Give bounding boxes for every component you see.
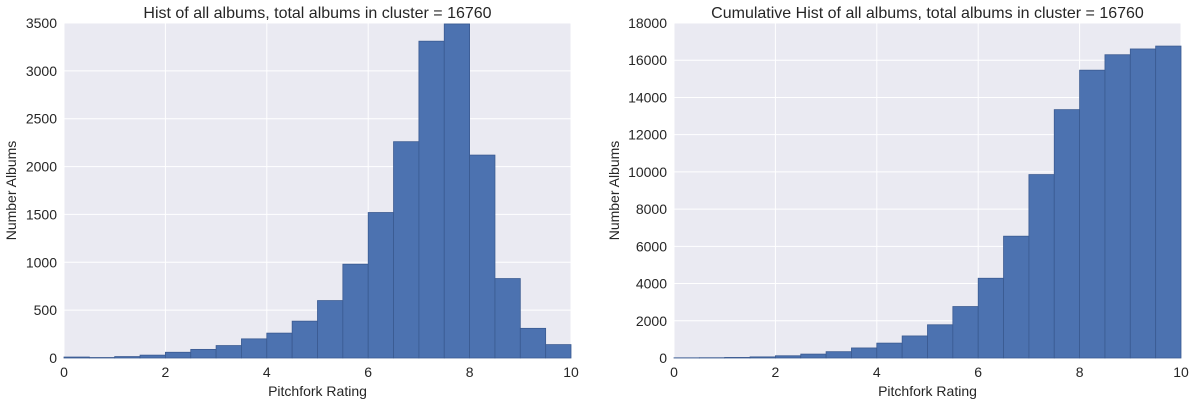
chart-right: 0 2 4 6 8 10 0 2000 4000 6000 8000 10000 12000 14000 1…: [606, 5, 1189, 399]
y-axis-label: Number Albums: [606, 141, 622, 241]
x-tick-label: 0: [60, 364, 68, 380]
chart-left: 0 2 4 6 8 10 0 500 1000 1500 2000 2500 3000 3500 Hist …: [3, 5, 579, 399]
histogram-bar: [1028, 174, 1055, 359]
y-tick-label: 10000: [628, 164, 667, 180]
histogram-bar: [927, 324, 954, 359]
y-tick-label: 500: [34, 302, 58, 318]
y-tick-label: 2500: [26, 111, 57, 127]
y-tick-label: 3500: [26, 15, 57, 31]
histogram-bar: [215, 345, 242, 359]
histogram-bar: [1155, 45, 1182, 359]
y-tick-label: 1500: [26, 206, 57, 222]
histogram-bar: [977, 277, 1004, 359]
histogram-bar: [291, 320, 318, 359]
histogram-bar: [342, 263, 369, 359]
histogram-bar: [164, 351, 192, 359]
histogram-bar: [1079, 69, 1106, 359]
histogram-bar: [241, 338, 268, 359]
x-tick-label: 6: [364, 364, 372, 380]
histogram-bar: [724, 357, 751, 359]
x-tick-label: 2: [162, 364, 170, 380]
histogram-bar: [851, 347, 878, 359]
y-tick-label: 6000: [636, 238, 667, 254]
histogram-bar: [749, 356, 776, 359]
histogram-bar: [1104, 54, 1131, 359]
histogram-bar: [825, 351, 852, 359]
x-tick-label: 8: [1076, 364, 1084, 380]
histogram-bar: [1129, 48, 1157, 359]
histogram-bar: [393, 141, 420, 359]
y-tick-label: 4000: [636, 276, 667, 292]
histogram-bar: [367, 212, 394, 359]
x-tick-label: 10: [563, 364, 579, 380]
chart-title: Hist of all albums, total albums in clus…: [143, 5, 491, 22]
histogram-bar: [494, 278, 521, 359]
histogram-bar: [114, 356, 141, 359]
histogram-bar: [317, 300, 344, 359]
histogram-bar: [1053, 109, 1081, 359]
y-tick-label: 18000: [628, 15, 667, 31]
x-tick-label: 10: [1173, 364, 1189, 380]
y-tick-label: 2000: [26, 159, 57, 175]
histogram-bar: [418, 40, 445, 359]
x-tick-label: 0: [670, 364, 678, 380]
histogram-bar: [519, 327, 547, 359]
x-tick-label: 2: [772, 364, 780, 380]
histogram-bar: [876, 342, 903, 359]
histogram-bar: [63, 356, 90, 359]
histogram-bar: [190, 348, 217, 359]
histogram-bar: [901, 335, 928, 359]
x-tick-label: 4: [263, 364, 271, 380]
y-tick-label: 3000: [26, 63, 57, 79]
histogram-bar: [800, 353, 827, 359]
y-axis-label: Number Albums: [3, 141, 19, 241]
histogram-bar: [952, 306, 979, 359]
histogram-bar: [139, 354, 166, 359]
x-tick-label: 4: [873, 364, 881, 380]
y-tick-label: 16000: [628, 52, 667, 68]
histogram-bar: [775, 355, 802, 359]
x-tick-label: 8: [466, 364, 474, 380]
histogram-bar: [266, 332, 293, 359]
chart-title: Cumulative Hist of all albums, total alb…: [711, 5, 1144, 22]
x-axis-label: Pitchfork Rating: [878, 383, 977, 399]
y-tick-label: 8000: [636, 201, 667, 217]
x-tick-label: 6: [974, 364, 982, 380]
histogram-bar: [1003, 235, 1030, 359]
histogram-bar: [443, 23, 471, 359]
y-tick-label: 12000: [628, 127, 667, 143]
y-tick-label: 2000: [636, 313, 667, 329]
y-tick-label: 14000: [628, 89, 667, 105]
y-tick-label: 0: [49, 350, 57, 366]
histogram-bar: [545, 344, 572, 359]
histogram-bar: [469, 154, 496, 359]
y-tick-label: 1000: [26, 254, 57, 270]
y-tick-label: 0: [659, 350, 667, 366]
x-axis-label: Pitchfork Rating: [268, 383, 367, 399]
